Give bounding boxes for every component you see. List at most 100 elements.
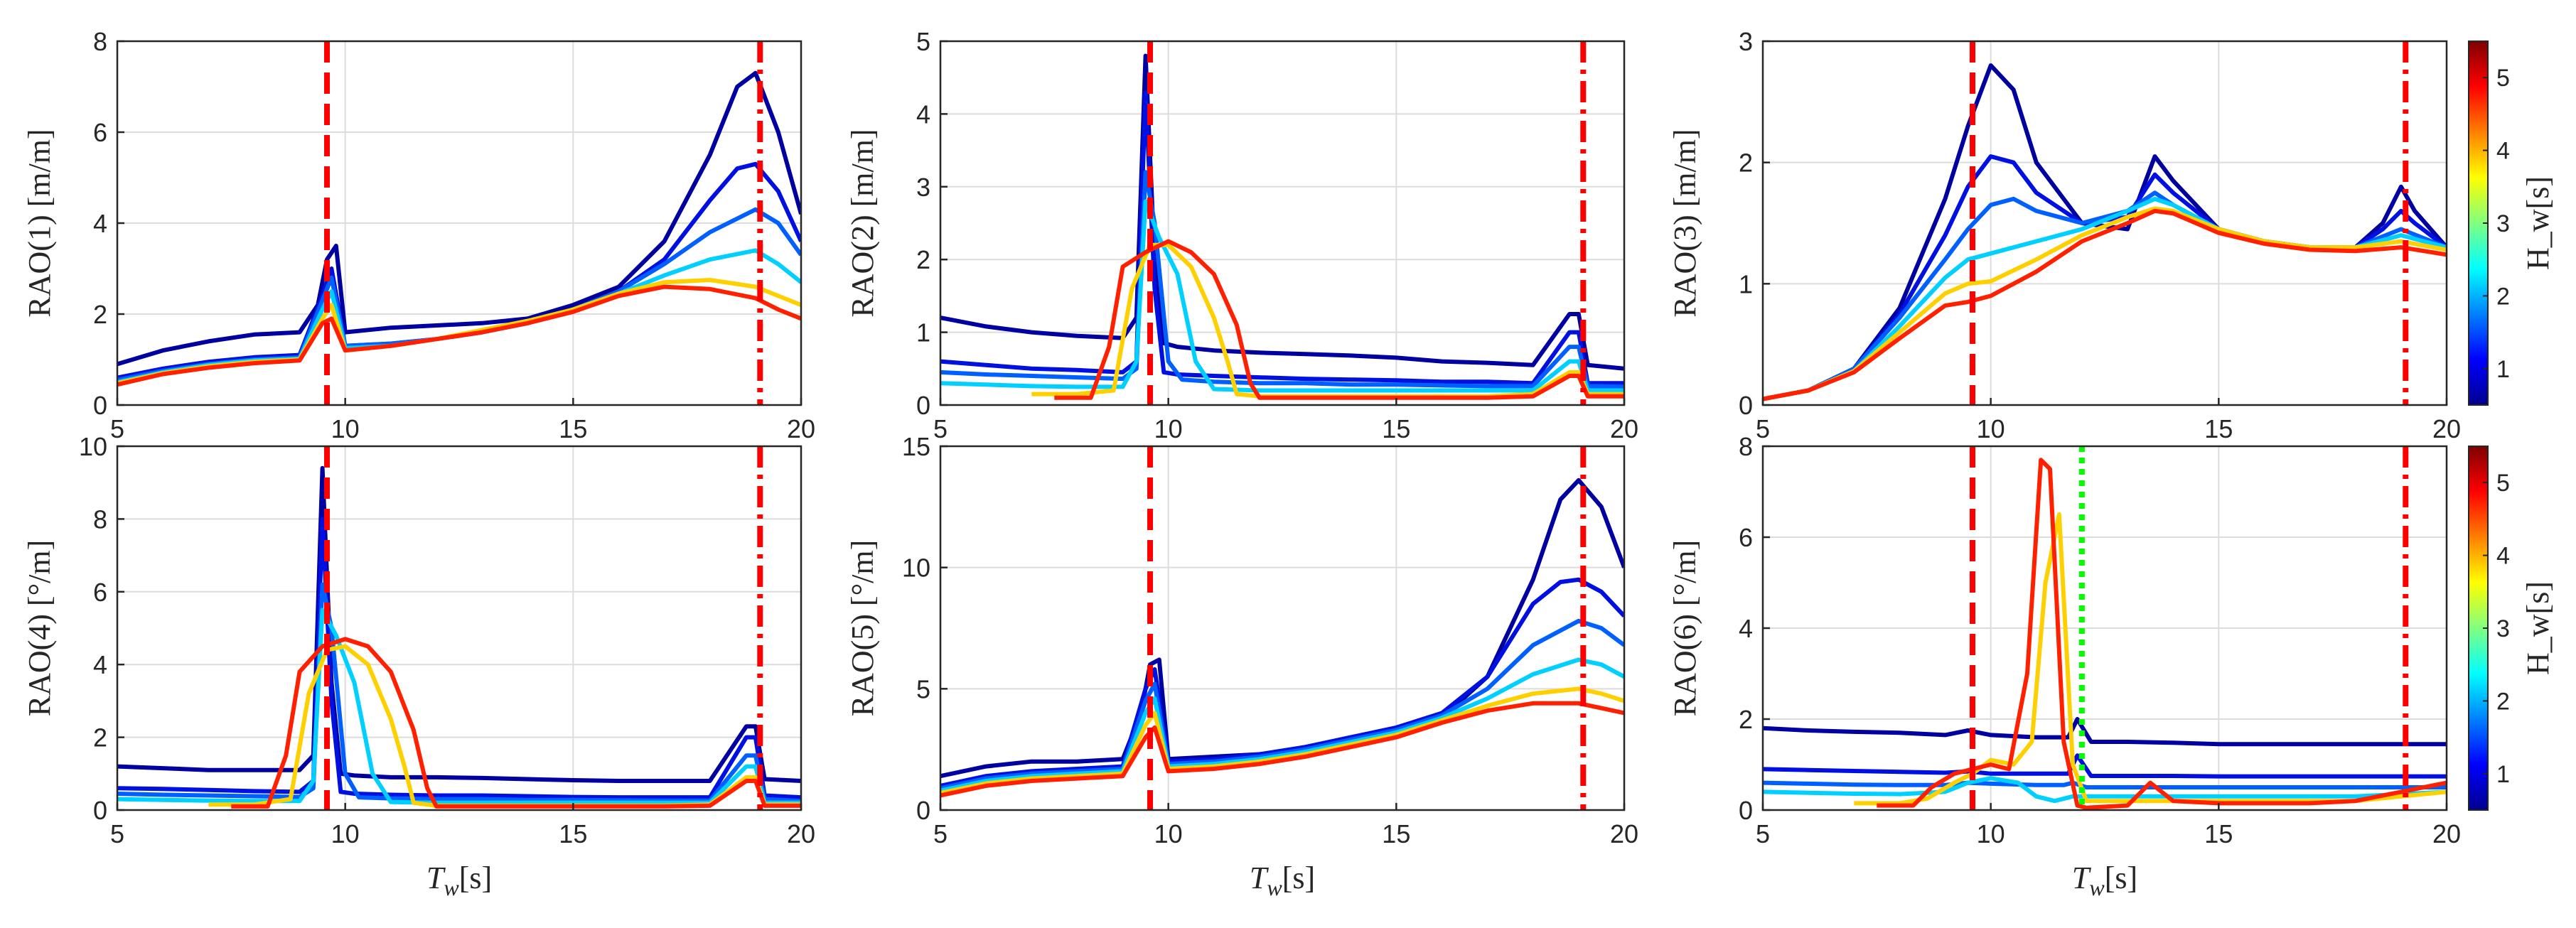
- y-tick-label: 2: [93, 723, 107, 752]
- series-line-6: [1877, 458, 2447, 810]
- rao-panel-4: 5 10 15 20 0 2 4 6 8 10 RAO(4) [°/m] Tw[s]: [22, 432, 815, 900]
- series-line-3: [940, 618, 1624, 791]
- y-tick-label: 1: [916, 318, 930, 347]
- series-line-5: [1854, 512, 2447, 806]
- colorbar-tick-label: 4: [2496, 543, 2510, 570]
- y-tick-label: 2: [93, 300, 107, 329]
- series-line-6: [117, 284, 801, 387]
- colorbar-label: H_w[s]: [2521, 581, 2555, 675]
- y-tick-label: 6: [93, 118, 107, 147]
- y-tick-label: 8: [1739, 432, 1753, 461]
- x-tick-label: 5: [110, 414, 124, 443]
- x-tick-label: 10: [1154, 819, 1183, 848]
- y-axis-label: RAO(3) [m/m]: [1668, 129, 1702, 317]
- colorbar-tick-label: 1: [2496, 356, 2510, 383]
- axes-box: [939, 40, 1626, 406]
- y-tick-label: 0: [1739, 796, 1753, 825]
- colorbar-tick-label: 5: [2496, 65, 2510, 92]
- y-tick-label: 6: [93, 578, 107, 607]
- axes-box: [1761, 40, 2448, 406]
- y-tick-label: 0: [916, 796, 930, 825]
- series-line-1: [940, 53, 1624, 371]
- axes-box: [939, 445, 1626, 811]
- y-axis-label: RAO(5) [°/m]: [845, 540, 880, 717]
- x-tick-label: 15: [2204, 819, 2233, 848]
- axes-box: [116, 445, 803, 811]
- plot-area: [117, 446, 801, 810]
- series-line-1: [117, 70, 801, 367]
- colorbar-tick-label: 5: [2496, 470, 2510, 497]
- y-tick-label: 2: [1739, 149, 1753, 178]
- series-group: [117, 465, 801, 809]
- x-tick-label: 5: [1756, 819, 1770, 848]
- y-axis-label: RAO(1) [m/m]: [22, 129, 57, 317]
- x-tick-label: 20: [1610, 819, 1638, 848]
- y-tick-label: 5: [916, 674, 930, 703]
- series-line-1: [1763, 63, 2447, 401]
- series-line-1: [1763, 717, 2447, 747]
- x-tick-label: 10: [331, 819, 360, 848]
- series-group: [1763, 63, 2447, 401]
- y-tick-label: 2: [916, 245, 930, 274]
- y-tick-label: 0: [1739, 391, 1753, 420]
- series-line-4: [1763, 776, 2447, 804]
- x-tick-label: 10: [331, 414, 360, 443]
- series-line-2: [1763, 753, 2447, 779]
- series-group: [940, 53, 1624, 400]
- x-tick-label: 15: [559, 819, 587, 848]
- colorbar-tick-label: 1: [2496, 761, 2510, 788]
- y-tick-label: 4: [916, 99, 930, 129]
- colorbar-tick-label: 2: [2496, 283, 2510, 310]
- y-tick-label: 10: [902, 554, 930, 583]
- series-line-2: [940, 577, 1624, 788]
- x-tick-label: 5: [110, 819, 124, 848]
- x-tick-label: 20: [2432, 819, 2461, 848]
- series-group: [117, 70, 801, 387]
- x-tick-label: 15: [559, 414, 587, 443]
- y-tick-label: 8: [93, 27, 107, 56]
- y-tick-label: 15: [902, 432, 930, 461]
- plot-area: [940, 41, 1624, 405]
- y-tick-label: 3: [1739, 27, 1753, 56]
- x-tick-label: 20: [1610, 414, 1638, 443]
- series-line-6: [940, 701, 1624, 798]
- y-tick-label: 1: [1739, 269, 1753, 298]
- rao-panel-1: 5 10 15 20 0 2 4 6 8 RAO(1) [m/m]: [22, 27, 815, 443]
- y-tick-label: 4: [93, 209, 107, 238]
- colorbar-tick-label: 3: [2496, 615, 2510, 642]
- series-line-6: [231, 637, 801, 809]
- y-tick-label: 4: [93, 650, 107, 679]
- x-tick-label: 10: [1154, 414, 1183, 443]
- colorbar-label: H_w[s]: [2521, 176, 2555, 270]
- y-tick-label: 6: [1739, 523, 1753, 552]
- y-tick-label: 0: [93, 391, 107, 420]
- x-axis-label: Tw[s]: [1250, 860, 1315, 900]
- series-line-5: [1763, 206, 2447, 401]
- x-tick-label: 20: [787, 819, 815, 848]
- x-tick-label: 5: [933, 819, 948, 848]
- rao-panel-3: 5 10 15 20 0 1 2 3 RAO(3) [m/m]: [1668, 27, 2461, 443]
- rao-panel-2: 5 10 15 20 0 1 2 3 4 5 RAO(2) [m/m]: [845, 27, 1638, 443]
- colorbar-2: 1 2 3 4 5 H_w[s]: [2468, 446, 2555, 811]
- y-tick-label: 10: [79, 432, 107, 461]
- x-tick-label: 10: [1977, 819, 2005, 848]
- x-tick-label: 15: [2204, 414, 2233, 443]
- colorbar-tick-label: 3: [2496, 210, 2510, 237]
- y-tick-label: 8: [93, 505, 107, 534]
- x-tick-label: 15: [1382, 414, 1410, 443]
- y-axis-label: RAO(2) [m/m]: [845, 129, 880, 317]
- y-axis-label: RAO(6) [°/m]: [1668, 540, 1702, 717]
- x-tick-label: 10: [1977, 414, 2005, 443]
- x-tick-label: 20: [787, 414, 815, 443]
- x-tick-label: 5: [933, 414, 948, 443]
- series-group: [1763, 458, 2447, 810]
- y-tick-label: 5: [916, 27, 930, 56]
- y-tick-label: 2: [1739, 705, 1753, 734]
- x-tick-label: 20: [2432, 414, 2461, 443]
- series-line-5: [940, 686, 1624, 796]
- y-tick-label: 0: [93, 796, 107, 825]
- x-tick-label: 5: [1756, 414, 1770, 443]
- series-group: [940, 478, 1624, 798]
